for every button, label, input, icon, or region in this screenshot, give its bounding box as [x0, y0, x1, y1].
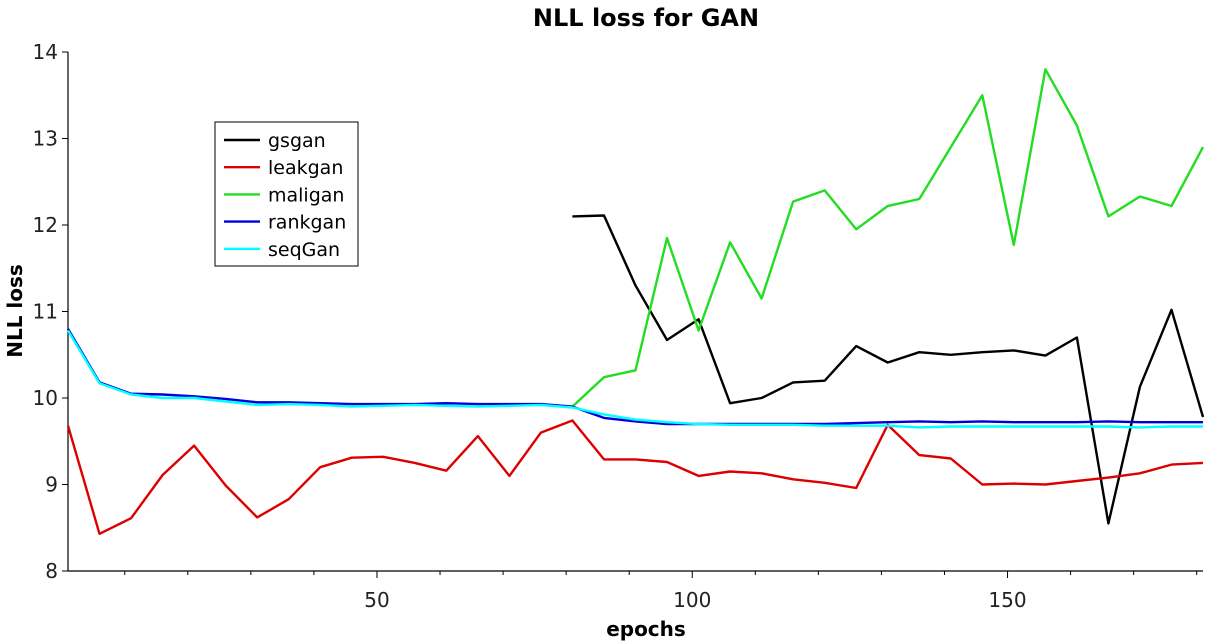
y-tick-label: 10 [33, 386, 58, 410]
y-tick-label: 12 [33, 213, 58, 237]
series-line-rankgan [66, 328, 1203, 426]
legend-label-rankgan: rankgan [268, 212, 346, 234]
y-ticks: 8 9 10 11 12 13 14 [33, 40, 68, 583]
y-tick-label: 13 [33, 127, 58, 151]
x-tick-label: 50 [364, 588, 389, 612]
legend-label-seqgan: seqGan [268, 239, 340, 261]
chart-title: NLL loss for GAN [533, 4, 759, 32]
series-lines [66, 68, 1205, 535]
y-axis-label: NLL loss [3, 264, 27, 358]
legend-label-maligan: maligan [268, 184, 344, 206]
x-tick-label: 100 [673, 588, 711, 612]
legend-label-leakgan: leakgan [268, 157, 343, 179]
y-tick-label: 9 [45, 473, 58, 497]
x-tick-label: 150 [988, 588, 1026, 612]
legend: gsgan leakgan maligan rankgan seqGan [214, 121, 359, 267]
x-ticks: 50 100 150 [124, 571, 1198, 612]
y-tick-label: 14 [33, 40, 58, 64]
y-tick-label: 8 [45, 559, 58, 583]
series-line-gsgan [572, 214, 1205, 525]
series-line-leakgan [66, 419, 1204, 535]
y-tick-label: 11 [33, 300, 58, 324]
series-line-seqgan [66, 329, 1203, 429]
x-axis-label: epochs [606, 617, 686, 641]
legend-label-gsgan: gsgan [268, 130, 326, 152]
series-line-maligan [571, 68, 1205, 408]
